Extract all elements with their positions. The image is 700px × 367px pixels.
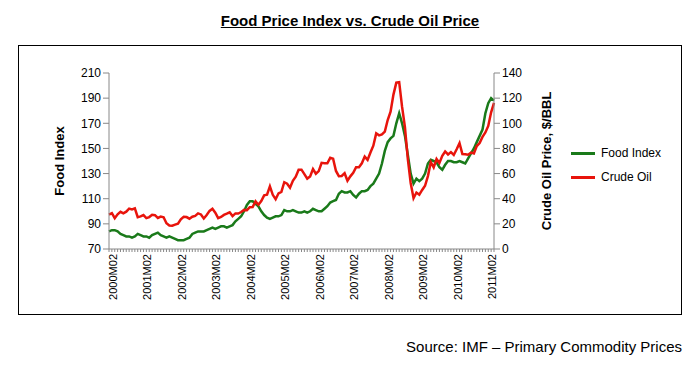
svg-text:80: 80	[502, 142, 516, 156]
svg-text:100: 100	[502, 117, 522, 131]
svg-text:140: 140	[502, 66, 522, 80]
svg-text:170: 170	[81, 117, 101, 131]
svg-text:40: 40	[502, 192, 516, 206]
svg-text:130: 130	[81, 167, 101, 181]
svg-text:210: 210	[81, 66, 101, 80]
html-text:Crude Oil: Crude Oil	[601, 170, 652, 184]
svg-text:120: 120	[502, 91, 522, 105]
svg-text:0: 0	[502, 242, 509, 256]
svg-text:2003M02: 2003M02	[210, 254, 222, 300]
svg-text:20: 20	[502, 217, 516, 231]
html-text:Source: IMF – Primary Commodit: Source: IMF – Primary Commodity Prices	[406, 338, 682, 355]
svg-text:Food Index: Food Index	[52, 126, 67, 196]
svg-text:190: 190	[81, 91, 101, 105]
svg-text:2008M02: 2008M02	[383, 254, 395, 300]
svg-text:110: 110	[82, 192, 101, 206]
svg-text:2010M02: 2010M02	[452, 254, 464, 300]
svg-text:2001M02: 2001M02	[141, 254, 153, 300]
svg-text:2011M02: 2011M02	[486, 254, 498, 299]
svg-text:2007M02: 2007M02	[348, 254, 360, 300]
svg-text:2005M02: 2005M02	[279, 254, 291, 300]
svg-text:Crude Oil Price, $/BBL: Crude Oil Price, $/BBL	[539, 92, 554, 231]
svg-text:2009M02: 2009M02	[417, 254, 429, 300]
svg-text:70: 70	[88, 242, 102, 256]
svg-text:150: 150	[81, 142, 101, 156]
svg-text:60: 60	[502, 167, 516, 181]
svg-text:2006M02: 2006M02	[314, 254, 326, 300]
svg-text:2000M02: 2000M02	[107, 254, 119, 300]
html-text:Food Index: Food Index	[601, 146, 661, 160]
svg-text:90: 90	[88, 217, 102, 231]
svg-text:2004M02: 2004M02	[245, 254, 257, 300]
svg-text:2002M02: 2002M02	[176, 254, 188, 300]
html-text:Food Price Index vs. Crude Oil: Food Price Index vs. Crude Oil Price	[220, 12, 480, 29]
